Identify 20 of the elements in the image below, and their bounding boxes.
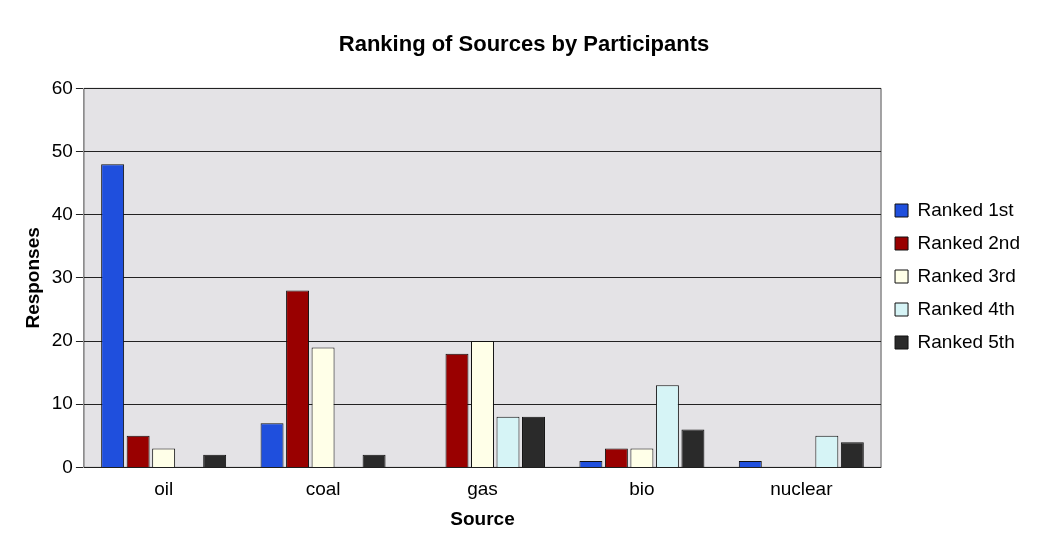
y-tick-label: 0: [62, 455, 73, 477]
x-tick-label: nuclear: [770, 478, 834, 500]
y-tick-label: 50: [51, 139, 73, 161]
x-tick-label: coal: [305, 478, 341, 500]
x-axis-title: Source: [450, 507, 515, 529]
y-axis-title: Responses: [21, 227, 43, 329]
x-tick-label: gas: [467, 478, 498, 500]
legend-label: Ranked 1st: [917, 198, 1015, 220]
legend-label: Ranked 5th: [917, 330, 1015, 352]
y-tick-label: 60: [51, 76, 73, 98]
legend-label: Ranked 3rd: [917, 264, 1016, 286]
x-tick-label: bio: [629, 478, 655, 500]
y-tick-label: 20: [51, 329, 73, 351]
legend-label: Ranked 4th: [917, 297, 1015, 319]
y-tick-label: 30: [51, 266, 73, 288]
y-tick-label: 40: [51, 202, 73, 224]
y-tick-label: 10: [51, 392, 73, 414]
legend-label: Ranked 2nd: [917, 231, 1020, 253]
chart-title: Ranking of Sources by Participants: [338, 31, 710, 57]
x-tick-label: oil: [154, 478, 174, 500]
